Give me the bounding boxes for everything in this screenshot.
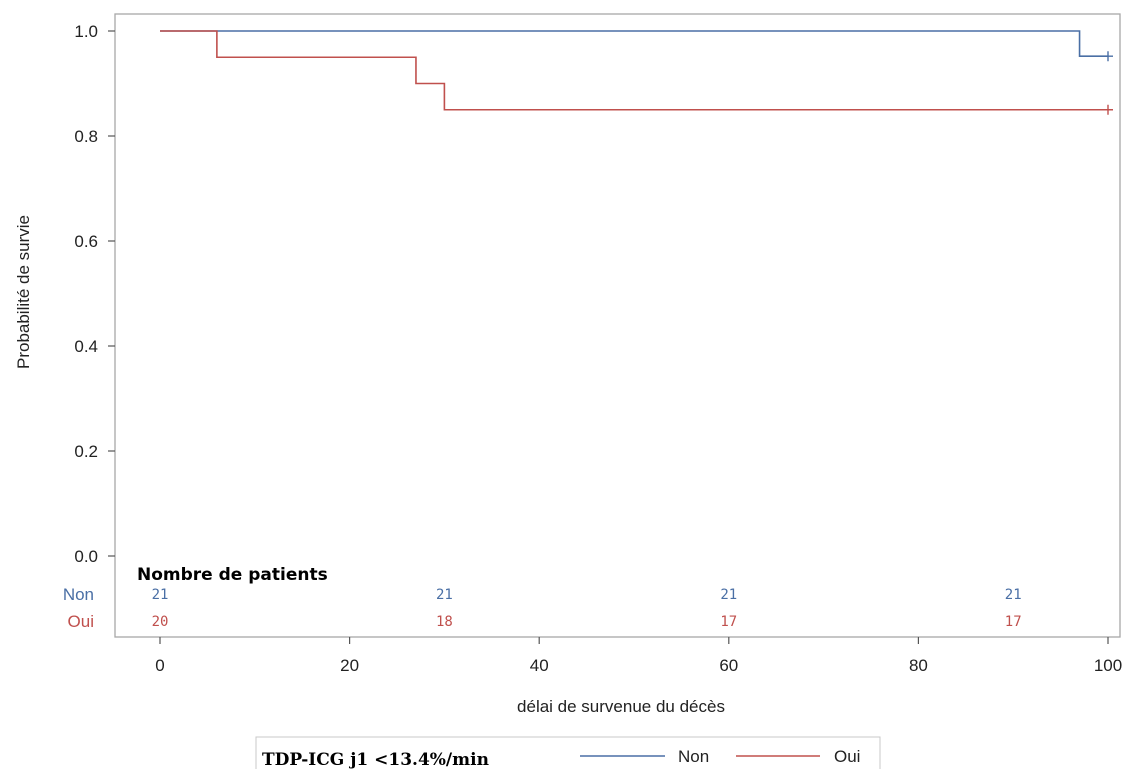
x-tick-label: 100 [1094,656,1122,675]
risk-count-non: 21 [720,587,737,603]
y-tick-label: 0.6 [74,232,98,251]
risk-count-oui: 17 [1005,614,1022,630]
risk-count-non: 21 [436,587,453,603]
risk-table: Nombre de patients Non 21 21 21 21 Oui 20 18 17 1… [63,565,1022,631]
y-tick-label: 0.4 [74,337,98,356]
risk-row-label-oui: Oui [68,612,94,631]
risk-row-label-non: Non [63,585,94,604]
y-axis-title: Probabilité de survie [14,215,33,369]
x-tick-label: 60 [719,656,738,675]
y-tick-label: 0.8 [74,127,98,146]
x-tick-label: 20 [340,656,359,675]
legend-label-non: Non [678,747,709,766]
x-tick-label: 80 [909,656,928,675]
risk-count-non: 21 [1005,587,1022,603]
survival-curve-oui [160,30,1108,111]
legend: TDP-ICG j1 <13.4%/min Non Oui [255,736,881,769]
x-tick-label: 0 [155,656,164,675]
legend-label-oui: Oui [834,747,860,766]
risk-count-oui: 18 [436,614,453,630]
y-axis: 0.0 0.2 0.4 0.6 0.8 1.0 [74,22,115,566]
y-tick-label: 0.2 [74,442,98,461]
legend-title: TDP-ICG j1 <13.4%/min [262,750,489,769]
plot-frame [114,13,1121,638]
survival-curve-non [160,30,1108,57]
survival-curves [160,30,1113,115]
censor-mark-oui [1103,104,1113,115]
censor-mark-non [1103,51,1113,62]
y-tick-label: 1.0 [74,22,98,41]
x-axis-title: délai de survenue du décès [517,697,725,716]
y-tick-label: 0.0 [74,547,98,566]
legend-box [255,736,881,769]
risk-count-non: 21 [152,587,169,603]
risk-count-oui: 17 [720,614,737,630]
x-axis: 0 20 40 60 80 100 [155,637,1122,675]
risk-table-title: Nombre de patients [137,565,328,585]
risk-count-oui: 20 [152,614,169,630]
x-tick-label: 40 [530,656,549,675]
